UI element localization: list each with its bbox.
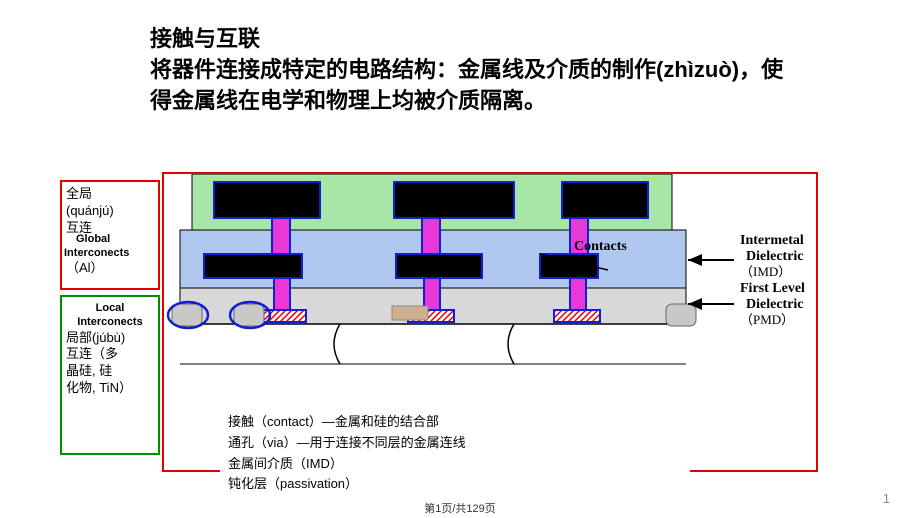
svg-text:Intermetal: Intermetal [740, 233, 804, 248]
global-overlay1: Global [76, 232, 110, 246]
local-l1: 局部(júbù) [66, 330, 154, 347]
global-l2: (quánjú) [66, 203, 154, 220]
global-l4: （Al） [66, 260, 104, 277]
cross-section-diagram: ViasContactsIntermetalDielectric（IMD）Fir… [164, 174, 884, 394]
page-number: 1 [883, 491, 890, 506]
svg-text:Dielectric: Dielectric [746, 297, 804, 312]
svg-text:Dielectric: Dielectric [746, 249, 804, 264]
svg-text:Vias: Vias [594, 192, 622, 208]
caption-1: 接触（contact）—金属和硅的结合部 [228, 412, 682, 433]
caption-4: 钝化层（passivation） [228, 474, 682, 495]
local-l3: 晶硅, 硅 [66, 363, 154, 380]
local-interconnects-box: Local Interconects 局部(júbù) 互连（多 晶硅, 硅 化… [60, 295, 160, 455]
global-interconnects-box: 全局 (quánjú) 互连 Global Interconects （Al） [60, 180, 160, 290]
local-overlay2: Interconects [66, 315, 154, 329]
caption-2: 通孔（via）—用于连接不同层的金属连线 [228, 433, 682, 454]
svg-text:（IMD）: （IMD） [740, 264, 791, 279]
pager: 第1页/共129页 [0, 500, 920, 516]
svg-text:（PMD）: （PMD） [740, 312, 794, 327]
page-title: 接触与互联 将器件连接成特定的电路结构：金属线及介质的制作(zhìzuò)，使得… [150, 24, 790, 116]
local-l4: 化物, TiN） [66, 380, 154, 397]
local-overlay1: Local [66, 301, 154, 315]
diagram-area: 全局 (quánjú) 互连 Global Interconects （Al） … [60, 180, 890, 470]
local-l2: 互连（多 [66, 346, 154, 363]
svg-text:First Level: First Level [740, 281, 805, 296]
caption-box: 接触（contact）—金属和硅的结合部 通孔（via）—用于连接不同层的金属连… [220, 408, 690, 499]
global-l1: 全局 [66, 186, 154, 203]
caption-3: 金属间介质（IMD） [228, 454, 682, 475]
svg-text:Contacts: Contacts [574, 239, 627, 254]
global-overlay2: Interconects [64, 246, 129, 260]
